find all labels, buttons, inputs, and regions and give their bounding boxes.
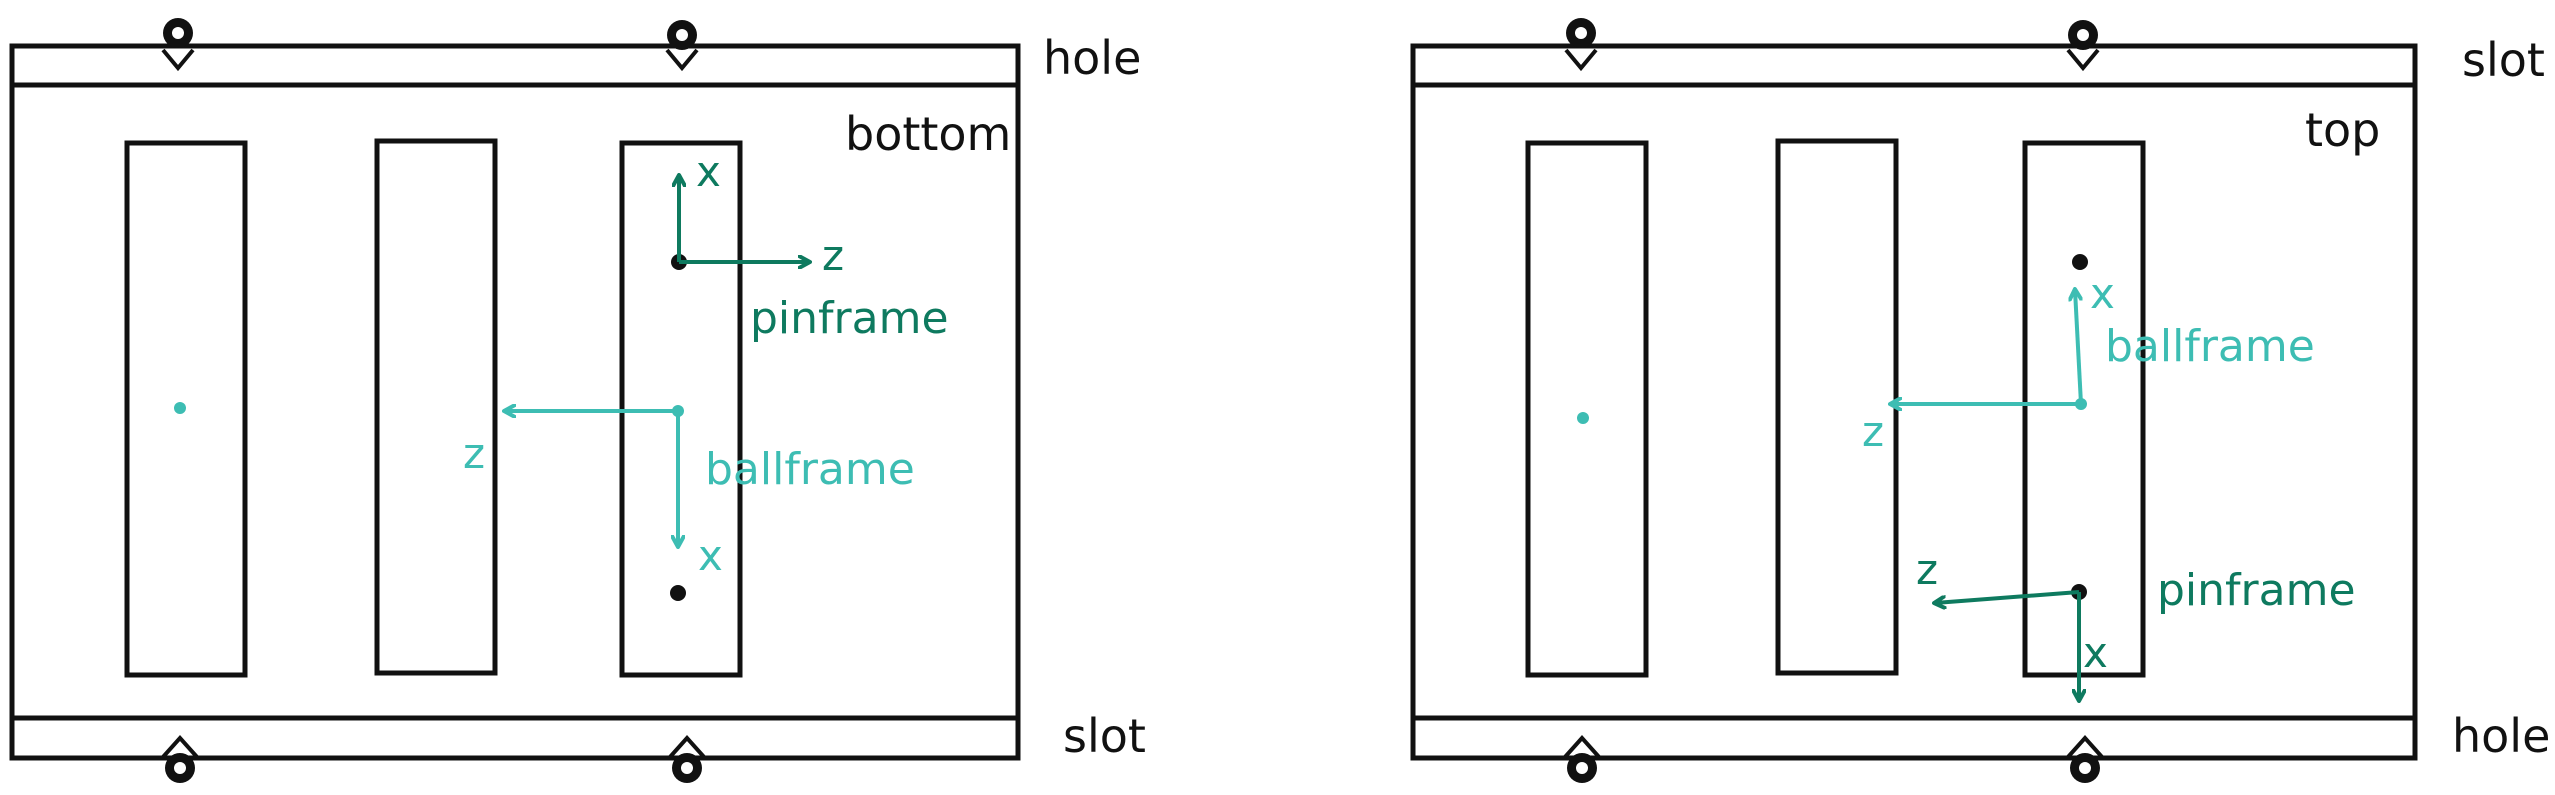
left-bottom-pin-2 — [668, 735, 706, 783]
left-top-edge-label: hole — [1043, 31, 1141, 85]
right-plate-outline — [1410, 43, 2418, 761]
left-pinframe-axes — [679, 176, 809, 262]
right-diagram: x z ballframe z x pinframe top slot hole — [1410, 18, 2550, 783]
right-pinframe-label: pinframe — [2157, 565, 2356, 616]
right-ballframe-x-label: x — [2090, 269, 2115, 318]
right-bottom-edge-label: hole — [2452, 709, 2550, 763]
left-pinframe-label: pinframe — [750, 293, 949, 344]
right-pin-dot-upper — [2072, 254, 2088, 270]
right-center-dot — [1577, 412, 1589, 424]
right-ballframe-axes — [1891, 290, 2087, 410]
left-ballframe-z-label: z — [463, 429, 485, 478]
left-pinframe-x-label: x — [696, 147, 721, 196]
right-top-edge-label: slot — [2462, 33, 2545, 87]
right-pinframe-z-label: z — [1916, 545, 1938, 594]
left-top-pin-2 — [665, 20, 699, 72]
left-center-dot — [174, 402, 186, 414]
right-pinframe-axes — [1935, 590, 2079, 700]
left-top-pin-1 — [161, 18, 195, 72]
right-view-label: top — [2305, 103, 2380, 157]
left-diagram: x z pinframe z x ballframe bottom hole s… — [9, 18, 1146, 783]
left-pin-dot-lower — [670, 585, 686, 601]
left-ballframe-label: ballframe — [705, 444, 915, 495]
left-ballframe-x-label: x — [698, 531, 723, 580]
left-bottom-edge-label: slot — [1063, 709, 1146, 763]
right-ballframe-z-label: z — [1862, 407, 1884, 456]
right-slot-1 — [1525, 140, 1649, 678]
right-pinframe-x-label: x — [2083, 628, 2108, 677]
left-slot-2 — [374, 138, 498, 676]
left-ballframe-axes — [505, 405, 684, 546]
right-ballframe-label: ballframe — [2105, 321, 2315, 372]
left-pinframe-z-label: z — [822, 231, 844, 280]
left-plate-outline — [9, 43, 1021, 761]
left-slot-1 — [124, 140, 248, 678]
right-bottom-pin-1 — [1563, 735, 1601, 783]
left-view-label: bottom — [845, 107, 1011, 161]
right-bottom-pin-2 — [2066, 735, 2104, 783]
right-slot-3 — [2022, 140, 2146, 678]
left-bottom-pin-1 — [161, 735, 199, 783]
right-top-pin-1 — [1564, 18, 1598, 72]
right-top-pin-2 — [2066, 20, 2100, 72]
